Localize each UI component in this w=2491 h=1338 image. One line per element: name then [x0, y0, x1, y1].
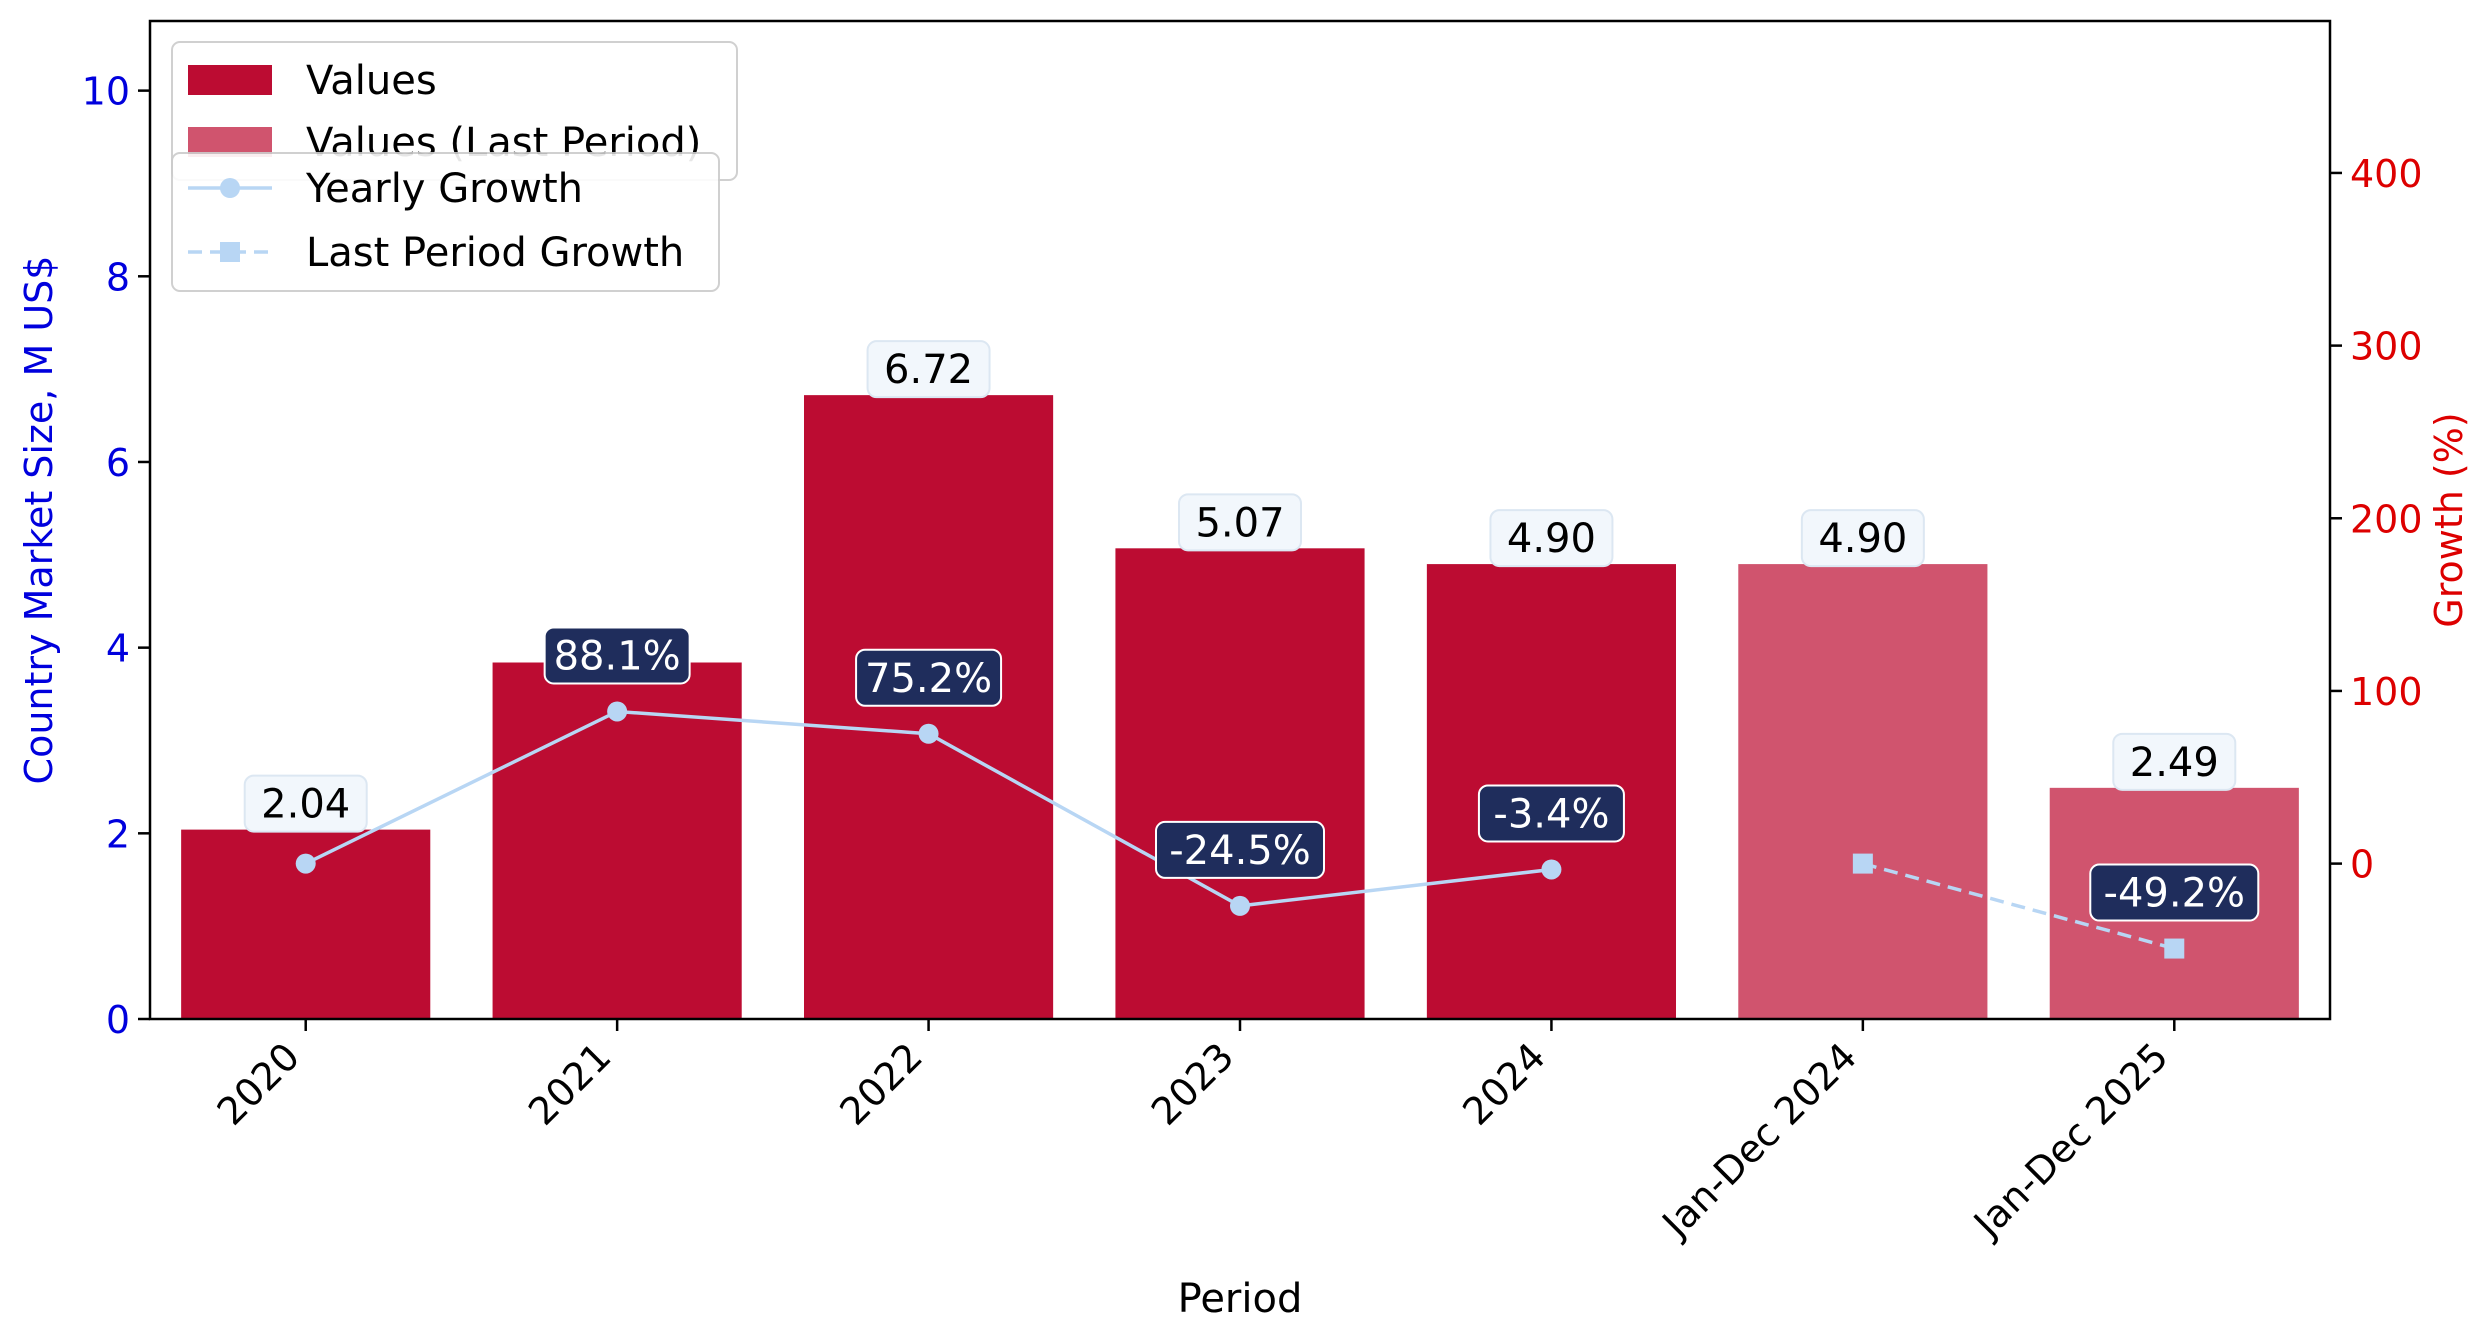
- x-tick-label: 2023: [1143, 1034, 1243, 1134]
- svg-text:-49.2%: -49.2%: [2104, 871, 2246, 917]
- legend-label: Last Period Growth: [306, 230, 684, 276]
- svg-text:2.04: 2.04: [261, 782, 350, 828]
- y2-tick-label: 300: [2350, 325, 2423, 369]
- growth-lines-layer: [295, 701, 2185, 959]
- legend-marker: [220, 242, 240, 262]
- x-axis-label: Period: [1178, 1276, 1303, 1322]
- growth-label-2: 75.2%: [855, 648, 1003, 707]
- svg-text:-24.5%: -24.5%: [1169, 828, 1311, 874]
- x-tick-label: Jan-Dec 2024: [1653, 1034, 1866, 1247]
- last-period-growth-point: [2164, 938, 2185, 959]
- legend-label: Yearly Growth: [305, 166, 583, 212]
- y2-tick-label: 100: [2350, 670, 2423, 714]
- bar-value-2: [804, 395, 1054, 1020]
- svg-text:88.1%: 88.1%: [554, 633, 681, 679]
- growth-point: [607, 701, 628, 722]
- svg-text:5.07: 5.07: [1195, 500, 1284, 546]
- bar-value-label-2: 6.72: [866, 340, 991, 399]
- y-tick-label: 2: [106, 812, 130, 856]
- growth-label-3: -24.5%: [1155, 820, 1325, 879]
- last-period-growth-line: [1862, 861, 2175, 951]
- y-tick-label: 6: [106, 441, 130, 485]
- svg-text:4.90: 4.90: [1818, 516, 1907, 562]
- legend-swatch: [188, 65, 272, 95]
- legend-marker: [220, 178, 240, 198]
- bar-value-label-6: 2.49: [2112, 732, 2237, 791]
- data-labels-layer: 2.04 6.72 5.07 4.90 4.90 2.49 88.1% 75.2% -24.5%…: [243, 340, 2260, 922]
- bar-last-period-5: [1738, 564, 1988, 1019]
- y-tick-label: 0: [106, 998, 130, 1042]
- svg-text:-3.4%: -3.4%: [1493, 791, 1609, 837]
- growth-point: [1541, 859, 1562, 880]
- bar-value-3: [1115, 548, 1365, 1019]
- growth-point: [918, 723, 939, 744]
- bar-value-1: [492, 662, 742, 1019]
- y2-tick-label: 200: [2350, 497, 2423, 541]
- bar-value-label-4: 4.90: [1489, 509, 1614, 568]
- y2-axis-label: Growth (%): [2427, 412, 2471, 627]
- y-axis-label: Country Market Size, M US$: [17, 256, 61, 785]
- x-tick-label: Jan-Dec 2025: [1964, 1034, 2177, 1247]
- y-tick-label: 4: [106, 627, 130, 671]
- y-tick-label: 10: [82, 70, 130, 114]
- y-tick-label: 8: [106, 255, 130, 299]
- x-tick-label: 2022: [831, 1034, 931, 1134]
- y2-tick-label: 400: [2350, 152, 2423, 196]
- x-tick-label: 2020: [209, 1034, 309, 1134]
- x-tick-label: 2021: [520, 1034, 620, 1134]
- bar-value-label-3: 5.07: [1178, 493, 1302, 552]
- bar-value-label-5: 4.90: [1800, 509, 1925, 568]
- y2-tick-label: 0: [2350, 843, 2374, 887]
- legend-growth: Yearly Growth Last Period Growth: [171, 152, 720, 292]
- growth-label-1: 88.1%: [543, 626, 691, 685]
- svg-text:2.49: 2.49: [2130, 740, 2219, 786]
- last-period-growth-point: [1852, 853, 1873, 874]
- x-tick-label: 2024: [1454, 1034, 1554, 1134]
- growth-label-6: -49.2%: [2089, 863, 2260, 922]
- growth-point: [295, 853, 316, 874]
- svg-text:4.90: 4.90: [1507, 516, 1596, 562]
- growth-label-4: -3.4%: [1477, 784, 1625, 843]
- bars-layer: [181, 395, 2299, 1020]
- svg-text:75.2%: 75.2%: [865, 656, 992, 702]
- growth-point: [1230, 895, 1250, 916]
- legend-label: Values: [306, 58, 437, 104]
- bar-value-label-0: 2.04: [243, 774, 368, 833]
- svg-text:6.72: 6.72: [884, 347, 973, 393]
